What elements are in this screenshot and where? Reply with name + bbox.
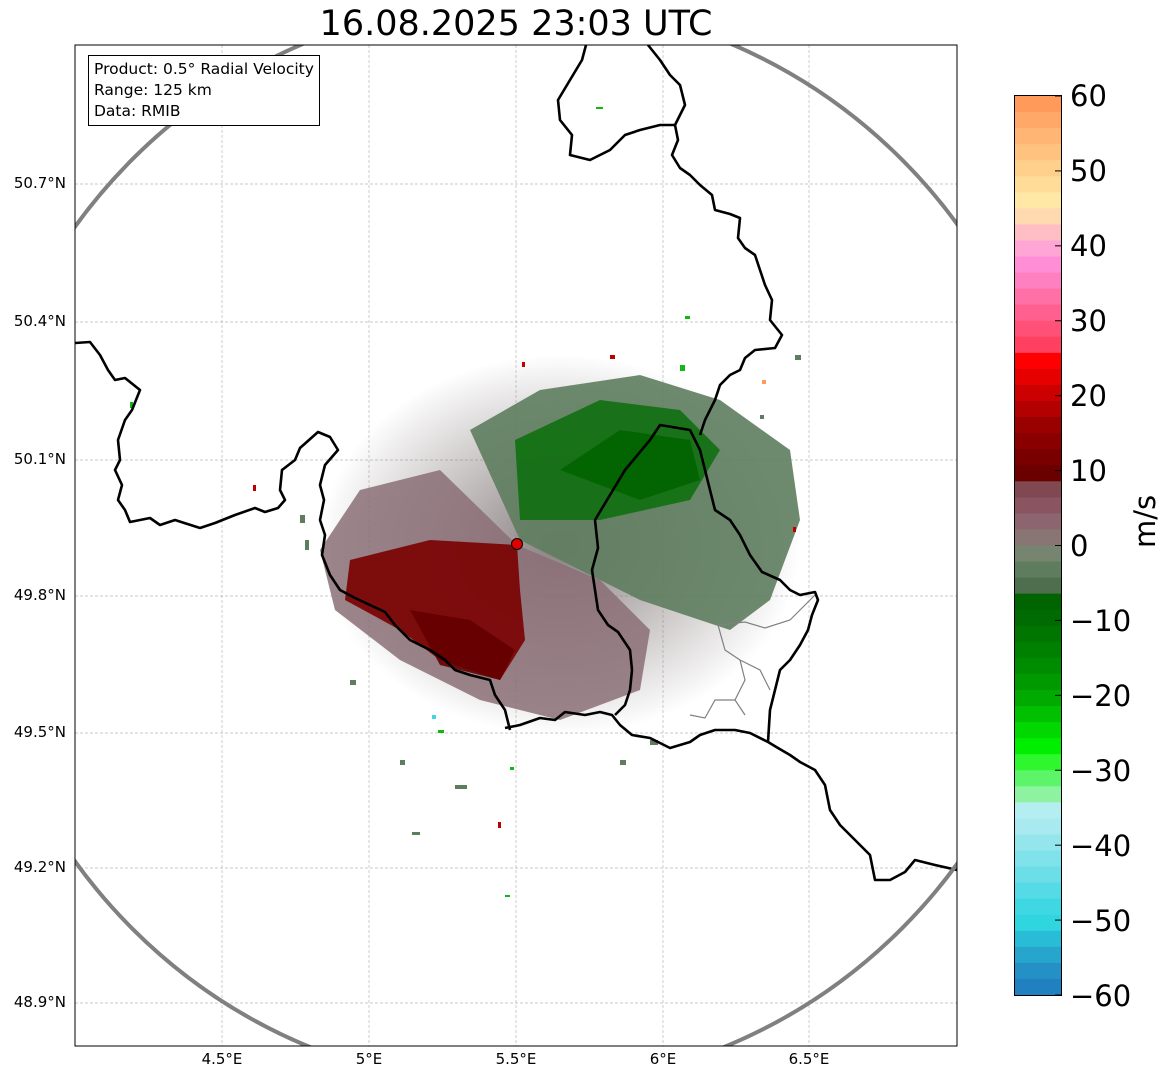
colorbar-band [1015, 433, 1061, 450]
colorbar-tick-label: −30 [1070, 754, 1132, 788]
colorbar-band [1015, 593, 1061, 611]
colorbar-band [1015, 320, 1061, 338]
colorbar-band [1015, 417, 1061, 434]
colorbar-tick-label: 50 [1070, 154, 1107, 188]
colorbar-band [1015, 352, 1061, 370]
info-data: Data: RMIB [94, 102, 181, 120]
info-range: Range: 125 km [94, 81, 212, 99]
colorbar-band [1015, 754, 1061, 771]
colorbar-band [1015, 625, 1061, 643]
colorbar-band [1015, 978, 1061, 995]
colorbar-band [1015, 962, 1061, 980]
colorbar-band [1015, 641, 1061, 659]
colorbar-band [1015, 850, 1061, 868]
colorbar-unit-label: m/s [1128, 494, 1162, 548]
lat-label: 49.2°N [13, 858, 66, 876]
lat-label: 48.9°N [13, 993, 66, 1011]
lat-label: 50.7°N [13, 174, 66, 192]
info-box: Product: 0.5° Radial Velocity Range: 125… [88, 55, 320, 126]
colorbar-band [1015, 128, 1061, 145]
colorbar-tick-label: −50 [1070, 904, 1132, 938]
colorbar-band [1015, 401, 1061, 418]
colorbar-band [1015, 96, 1061, 113]
radar-site-marker [511, 538, 523, 550]
colorbar-band [1015, 240, 1061, 258]
colorbar-band [1015, 224, 1061, 242]
colorbar-band [1015, 673, 1061, 691]
colorbar-band [1015, 706, 1061, 723]
lon-label: 4.5°E [201, 1050, 243, 1068]
colorbar-band [1015, 786, 1061, 803]
colorbar-band [1015, 738, 1061, 755]
colorbar-tick-label: −20 [1070, 679, 1132, 713]
colorbar-band [1015, 818, 1061, 836]
colorbar-band [1015, 930, 1061, 948]
colorbar-band [1015, 657, 1061, 675]
colorbar-band [1015, 609, 1061, 627]
colorbar-band [1015, 384, 1061, 402]
country-borders [75, 45, 957, 882]
colorbar-band [1015, 481, 1061, 498]
colorbar-band [1015, 176, 1061, 193]
colorbar-band [1015, 272, 1061, 290]
colorbar-band [1015, 898, 1061, 916]
lat-label: 49.8°N [13, 586, 66, 604]
province-boundaries [689, 594, 816, 719]
lon-label: 6°E [649, 1050, 677, 1068]
colorbar-band [1015, 802, 1061, 820]
colorbar-tick-label: −60 [1070, 979, 1132, 1013]
colorbar-band [1015, 160, 1061, 177]
colorbar-band [1015, 497, 1061, 514]
colorbar-tick-label: 30 [1070, 304, 1107, 338]
colorbar-band [1015, 368, 1061, 386]
radar-echoes [130, 107, 801, 897]
colorbar-band [1015, 465, 1061, 482]
colorbar-band [1015, 529, 1061, 547]
colorbar-band [1015, 914, 1061, 932]
colorbar-tick-label: 10 [1070, 454, 1107, 488]
colorbar-band [1015, 144, 1061, 161]
colorbar-band [1015, 722, 1061, 739]
info-product: Product: 0.5° Radial Velocity [94, 60, 314, 78]
colorbar [1014, 95, 1062, 996]
plot-frame [74, 44, 958, 1047]
colorbar-band [1015, 336, 1061, 354]
colorbar-tick-label: 40 [1070, 229, 1107, 263]
colorbar-band [1015, 577, 1061, 595]
colorbar-tick-label: 60 [1070, 79, 1107, 113]
colorbar-band [1015, 256, 1061, 274]
colorbar-tick-label: 0 [1070, 529, 1089, 563]
colorbar-band [1015, 288, 1061, 306]
colorbar-band [1015, 304, 1061, 322]
lat-label: 50.4°N [13, 312, 66, 330]
colorbar-band [1015, 770, 1061, 787]
lat-label: 50.1°N [13, 450, 66, 468]
colorbar-band [1015, 513, 1061, 531]
colorbar-tick-label: −40 [1070, 829, 1132, 863]
colorbar-band [1015, 545, 1061, 563]
colorbar-band [1015, 689, 1061, 707]
colorbar-band [1015, 882, 1061, 900]
colorbar-tick-label: 20 [1070, 379, 1107, 413]
colorbar-tick-label: −10 [1070, 604, 1132, 638]
lon-label: 6.5°E [788, 1050, 830, 1068]
lon-label: 5.5°E [495, 1050, 537, 1068]
colorbar-band [1015, 561, 1061, 579]
colorbar-band [1015, 208, 1061, 226]
map-title: 16.08.2025 23:03 UTC [319, 4, 713, 44]
colorbar-gradient [1015, 96, 1061, 995]
colorbar-band [1015, 112, 1061, 129]
colorbar-band [1015, 866, 1061, 884]
colorbar-band [1015, 192, 1061, 209]
lon-label: 5°E [355, 1050, 383, 1068]
colorbar-band [1015, 946, 1061, 964]
lat-label: 49.5°N [13, 723, 66, 741]
colorbar-band [1015, 449, 1061, 466]
colorbar-band [1015, 834, 1061, 852]
